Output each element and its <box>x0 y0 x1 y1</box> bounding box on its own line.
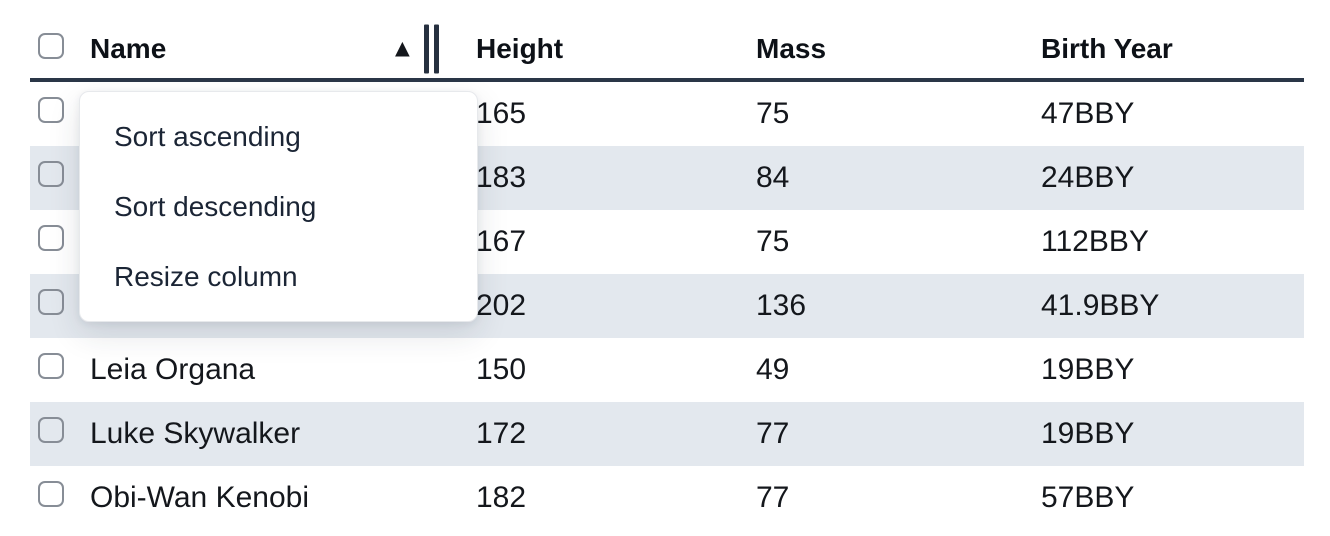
menu-item-resize-column[interactable]: Resize column <box>114 261 298 292</box>
column-header-birth-year[interactable]: Birth Year <box>1041 33 1173 64</box>
cell-height: 182 <box>476 481 527 508</box>
cell-height: 183 <box>476 161 527 194</box>
cell-birth-year: 47BBY <box>1041 97 1135 130</box>
row-checkbox[interactable] <box>38 353 64 379</box>
table-row: 167 75 112BBY <box>30 210 1304 274</box>
column-header-height[interactable]: Height <box>476 33 564 64</box>
cell-height: 172 <box>476 417 527 450</box>
menu-item-sort-ascending[interactable]: Sort ascending <box>114 121 301 152</box>
row-checkbox[interactable] <box>38 97 64 123</box>
cell-mass: 77 <box>756 481 790 508</box>
cell-height: 165 <box>476 97 527 130</box>
resize-bar-right <box>434 24 439 74</box>
cell-name: Leia Organa <box>90 353 256 386</box>
cell-mass: 84 <box>756 161 790 194</box>
cell-birth-year: 112BBY <box>1041 225 1149 258</box>
cell-birth-year: 24BBY <box>1041 161 1135 194</box>
cell-height: 202 <box>476 289 527 322</box>
column-header-mass[interactable]: Mass <box>756 33 827 64</box>
cell-name: Obi-Wan Kenobi <box>90 481 309 508</box>
row-checkbox[interactable] <box>38 417 64 443</box>
cell-mass: 75 <box>756 97 790 130</box>
data-table: Name ▲ Height Mass Birth Year 165 75 47B… <box>30 0 1304 508</box>
cell-mass: 75 <box>756 225 790 258</box>
cell-height: 167 <box>476 225 527 258</box>
table-row: Obi-Wan Kenobi 182 77 57BBY <box>30 466 1304 508</box>
resize-bar-left <box>424 24 429 74</box>
column-header-name-label: Name <box>90 33 167 64</box>
row-checkbox[interactable] <box>38 161 64 187</box>
column-header-name[interactable]: Name ▲ <box>90 20 476 78</box>
cell-birth-year: 19BBY <box>1041 417 1135 450</box>
cell-birth-year: 19BBY <box>1041 353 1135 386</box>
cell-mass: 49 <box>756 353 790 386</box>
row-checkbox[interactable] <box>38 481 64 507</box>
table-header-row: Name ▲ Height Mass Birth Year <box>30 0 1304 82</box>
cell-mass: 77 <box>756 417 790 450</box>
menu-item-sort-descending[interactable]: Sort descending <box>114 191 317 222</box>
column-resize-handle-icon[interactable] <box>424 24 439 74</box>
select-all-checkbox[interactable] <box>38 32 64 59</box>
cell-birth-year: 57BBY <box>1041 481 1135 508</box>
row-checkbox[interactable] <box>38 289 64 315</box>
column-menu: Sort ascending Sort descending Resize co… <box>79 91 478 322</box>
cell-mass: 136 <box>756 289 807 322</box>
table-row: Leia Organa 150 49 19BBY <box>30 338 1304 402</box>
cell-height: 150 <box>476 353 527 386</box>
row-checkbox[interactable] <box>38 225 64 251</box>
header-checkbox-cell <box>30 32 90 66</box>
cell-name: Luke Skywalker <box>90 417 301 450</box>
sort-ascending-icon: ▲ <box>390 34 415 63</box>
table-row: 165 75 47BBY <box>30 82 1304 146</box>
cell-birth-year: 41.9BBY <box>1041 289 1160 322</box>
table-row: Luke Skywalker 172 77 19BBY <box>30 402 1304 466</box>
